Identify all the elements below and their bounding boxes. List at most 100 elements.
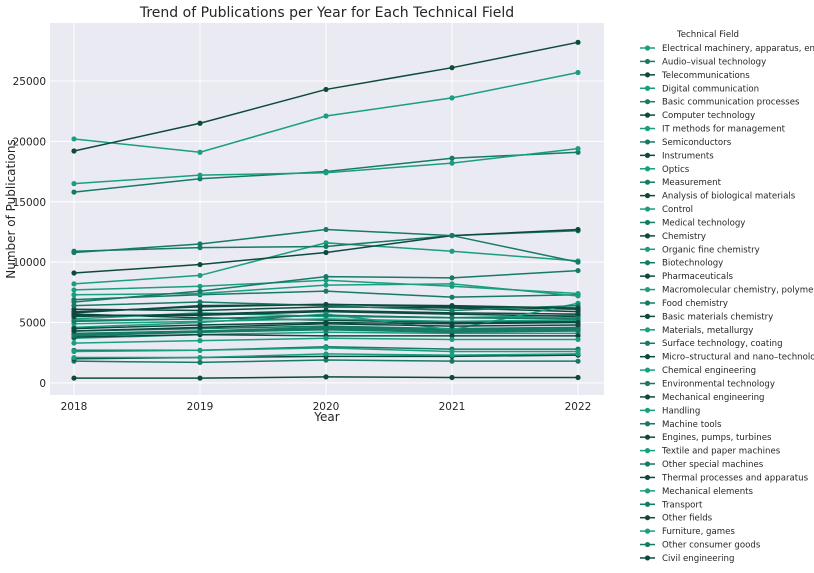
legend-swatch-marker — [644, 219, 651, 226]
legend-item: Mechanical elements — [640, 487, 754, 497]
legend-swatch-marker — [644, 327, 651, 333]
data-point — [575, 259, 581, 265]
data-point — [449, 315, 455, 321]
legend-item: Measurement — [640, 178, 722, 188]
legend-label: Audio–visual technology — [662, 57, 766, 67]
data-point — [323, 307, 329, 314]
data-point — [323, 351, 329, 357]
data-point — [71, 333, 77, 339]
legend-item: Handling — [640, 406, 700, 416]
legend-label: Telecommunications — [661, 71, 750, 81]
legend-label: Surface technology, coating — [662, 339, 783, 349]
legend-label: Digital communication — [662, 84, 759, 94]
data-point — [575, 293, 581, 299]
legend-item: Basic materials chemistry — [640, 312, 773, 322]
legend-label: Instruments — [662, 151, 714, 161]
legend-label: Optics — [662, 165, 690, 175]
legend-label: Biotechnology — [662, 259, 723, 269]
data-point — [449, 358, 455, 364]
x-tick-label: 2020 — [313, 401, 340, 413]
data-point — [197, 272, 203, 279]
data-point — [575, 149, 581, 155]
series-line — [71, 345, 581, 355]
legend-item: Transport — [640, 500, 703, 510]
legend-label: Analysis of biological materials — [662, 192, 796, 202]
legend-label: Electrical machinery, apparatus, energy — [662, 44, 814, 54]
data-point — [323, 319, 329, 326]
data-point — [575, 226, 581, 233]
data-point — [449, 352, 455, 358]
data-point — [449, 374, 455, 381]
legend-item: Other consumer goods — [640, 541, 761, 551]
series-line — [71, 39, 581, 154]
legend-label: Other special machines — [662, 460, 764, 470]
data-point — [323, 277, 329, 283]
data-point — [71, 148, 77, 154]
data-point — [323, 357, 329, 363]
legend-swatch-marker — [644, 313, 651, 319]
legend-item: Engines, pumps, turbines — [640, 433, 772, 443]
series-line — [71, 374, 581, 381]
legend-label: Chemistry — [662, 232, 706, 242]
data-point — [197, 316, 203, 322]
data-point — [71, 340, 77, 346]
legend-item: Materials, metallurgy — [640, 326, 753, 336]
legend-swatch-marker — [644, 515, 651, 521]
data-point — [197, 347, 203, 353]
data-point — [575, 305, 581, 311]
gridlines — [50, 23, 604, 395]
legend-item: IT methods for management — [640, 125, 786, 135]
data-point — [323, 243, 329, 250]
legend-label: Civil engineering — [662, 554, 734, 564]
data-point — [449, 275, 455, 281]
legend-item: Telecommunications — [640, 71, 750, 81]
legend-item: Instruments — [640, 151, 714, 161]
legend-item: Other fields — [640, 514, 713, 524]
legend-label: Thermal processes and apparatus — [661, 473, 809, 483]
legend-label: IT methods for management — [662, 125, 786, 135]
legend-label: Computer technology — [662, 111, 755, 121]
legend-label: Chemical engineering — [662, 366, 756, 376]
data-point — [449, 232, 455, 239]
data-point — [323, 312, 329, 318]
legend-swatch-marker — [644, 501, 651, 507]
data-point — [197, 283, 203, 289]
legend-item: Semiconductors — [640, 138, 732, 148]
data-point — [71, 375, 77, 381]
legend-item: Civil engineering — [640, 554, 734, 564]
data-point — [197, 241, 203, 247]
legend-swatch-marker — [644, 166, 651, 172]
data-point — [449, 321, 455, 327]
legend-swatch-marker — [644, 461, 651, 467]
y-tick-label: 10000 — [13, 257, 46, 269]
legend-label: Basic materials chemistry — [662, 312, 773, 322]
data-point — [449, 328, 455, 334]
legend-item: Furniture, games — [640, 527, 735, 537]
x-tick-label: 2018 — [61, 401, 88, 413]
legend-item: Textile and paper machines — [640, 447, 781, 457]
legend-swatch-marker — [644, 125, 651, 132]
data-point — [197, 176, 203, 182]
data-point — [575, 267, 581, 274]
legend-item: Audio–visual technology — [640, 57, 766, 67]
data-point — [197, 288, 203, 294]
data-point — [323, 226, 329, 233]
legend-swatch-marker — [644, 448, 651, 454]
data-point — [323, 345, 329, 351]
legend-label: Measurement — [662, 178, 722, 188]
legend-item: Thermal processes and apparatus — [640, 473, 809, 483]
data-point — [197, 172, 203, 178]
data-point — [71, 287, 77, 293]
legend-item: Medical technology — [640, 218, 745, 228]
y-tick-labels: 0 5000 10000 15000 20000 25000 — [13, 76, 46, 390]
data-point — [71, 189, 77, 195]
x-tick-labels: 2018 2019 2020 2021 2022 — [61, 401, 592, 413]
y-axis-label: Number of Publications — [4, 139, 18, 279]
legend-swatch-marker — [644, 421, 651, 427]
legend-label: Semiconductors — [662, 138, 732, 148]
series-line — [71, 319, 581, 332]
y-tick-label: 25000 — [13, 76, 46, 88]
data-point — [449, 294, 455, 300]
data-point — [71, 249, 77, 256]
